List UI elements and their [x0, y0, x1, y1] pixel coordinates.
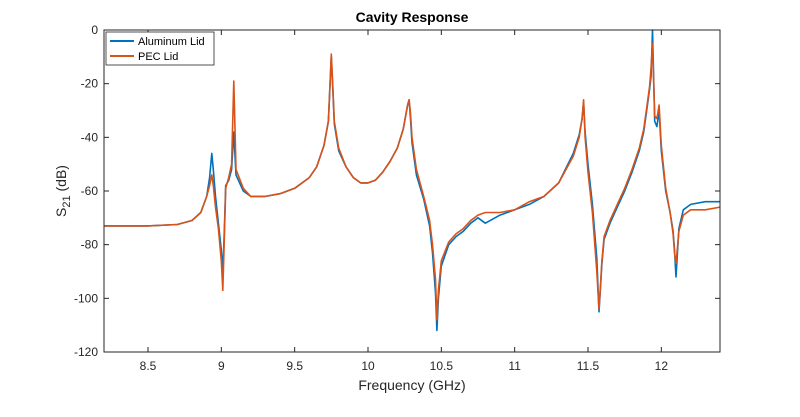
- y-tick-label: -60: [81, 184, 99, 198]
- x-tick-label: 10.5: [430, 359, 454, 373]
- legend-box: [105, 31, 215, 66]
- legend-label-aluminum-lid: Aluminum Lid: [138, 36, 205, 48]
- series-lines: [104, 29, 721, 332]
- x-tick-label: 12: [655, 359, 669, 373]
- y-tick-label: 0: [91, 23, 98, 37]
- plot-area: [104, 30, 720, 352]
- legend-label-pec-lid: PEC Lid: [138, 51, 178, 63]
- y-axis-label-main: S: [53, 208, 69, 217]
- x-axis-label: Frequency (GHz): [358, 377, 465, 393]
- y-axis-label-subscript: 21: [61, 195, 73, 207]
- x-tick-label: 10: [361, 359, 375, 373]
- y-tick-label: -20: [81, 77, 99, 91]
- y-axis-ticks: -120 -100 -80 -60 -40 -20 0: [74, 23, 720, 359]
- chart-title: Cavity Response: [356, 9, 469, 25]
- x-axis-ticks: 8.5 9 9.5 10 10.5 11 11.5 12: [140, 30, 669, 373]
- x-tick-label: 11: [508, 359, 521, 373]
- x-tick-label: 9: [218, 359, 225, 373]
- y-tick-label: -100: [74, 291, 98, 305]
- legend: Aluminum Lid PEC Lid: [105, 31, 215, 66]
- x-tick-label: 11.5: [577, 359, 600, 373]
- y-tick-label: -80: [81, 238, 99, 252]
- series-line-pec-lid: [104, 42, 721, 321]
- y-tick-label: -120: [74, 345, 98, 359]
- y-axis-label: S21 (dB): [53, 165, 73, 217]
- y-tick-label: -40: [81, 130, 99, 144]
- x-tick-label: 8.5: [140, 359, 157, 373]
- x-tick-label: 9.5: [286, 359, 303, 373]
- y-axis-label-unit: (dB): [53, 165, 69, 195]
